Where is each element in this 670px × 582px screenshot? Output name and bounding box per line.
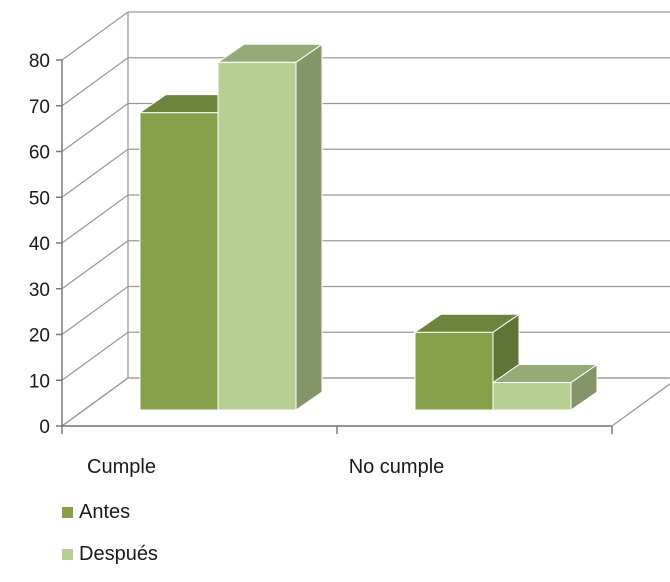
bar-front xyxy=(217,61,297,411)
bar-front xyxy=(139,112,219,411)
y-tick-label: 40 xyxy=(29,234,50,255)
bar-chart-3d: 0 10 20 30 40 50 60 70 80 Cumple No cumple xyxy=(29,11,670,478)
gridline-side xyxy=(61,377,129,427)
bar-después-no-cumple xyxy=(491,363,599,411)
x-tick-label: Cumple xyxy=(87,456,156,478)
gridline-side xyxy=(61,57,129,107)
gridline-side xyxy=(61,331,129,381)
y-tick-label: 70 xyxy=(29,97,50,118)
gridline-side xyxy=(61,11,129,61)
legend-swatch-antes xyxy=(62,506,73,518)
bar-top xyxy=(491,364,599,384)
bar-después-cumple xyxy=(216,43,324,411)
gridline-side xyxy=(61,285,129,336)
y-tick-label: 10 xyxy=(29,371,50,392)
bar-top xyxy=(216,43,324,63)
y-tick-label: 80 xyxy=(29,51,50,72)
gridline-side xyxy=(61,240,129,290)
bar-top xyxy=(413,313,521,333)
gridline-side xyxy=(61,194,129,244)
y-tick-label: 20 xyxy=(29,326,50,347)
gridline-side xyxy=(61,148,129,198)
legend-swatch-despues xyxy=(62,548,73,560)
y-tick-label: 0 xyxy=(39,417,50,438)
legend-label-despues: Después xyxy=(79,542,158,565)
axis-labels: 0 10 20 30 40 50 60 70 80 Cumple No cumple xyxy=(29,51,444,478)
legend-label-antes: Antes xyxy=(79,500,131,523)
bar-side xyxy=(295,43,323,411)
bar-front xyxy=(414,331,494,411)
axes xyxy=(56,59,613,434)
bar-front xyxy=(492,382,572,411)
y-tick-label: 50 xyxy=(29,188,50,209)
y-tick-label: 30 xyxy=(29,280,50,301)
y-tick-label: 60 xyxy=(29,143,50,164)
legend-item-antes: Antes xyxy=(62,498,158,526)
bar-antes-no-cumple xyxy=(413,313,521,411)
gridline-side xyxy=(61,102,129,153)
bars xyxy=(138,43,599,411)
legend: Antes Después xyxy=(62,498,158,582)
x-tick-label: No cumple xyxy=(349,456,445,478)
legend-item-despues: Después xyxy=(62,540,158,568)
